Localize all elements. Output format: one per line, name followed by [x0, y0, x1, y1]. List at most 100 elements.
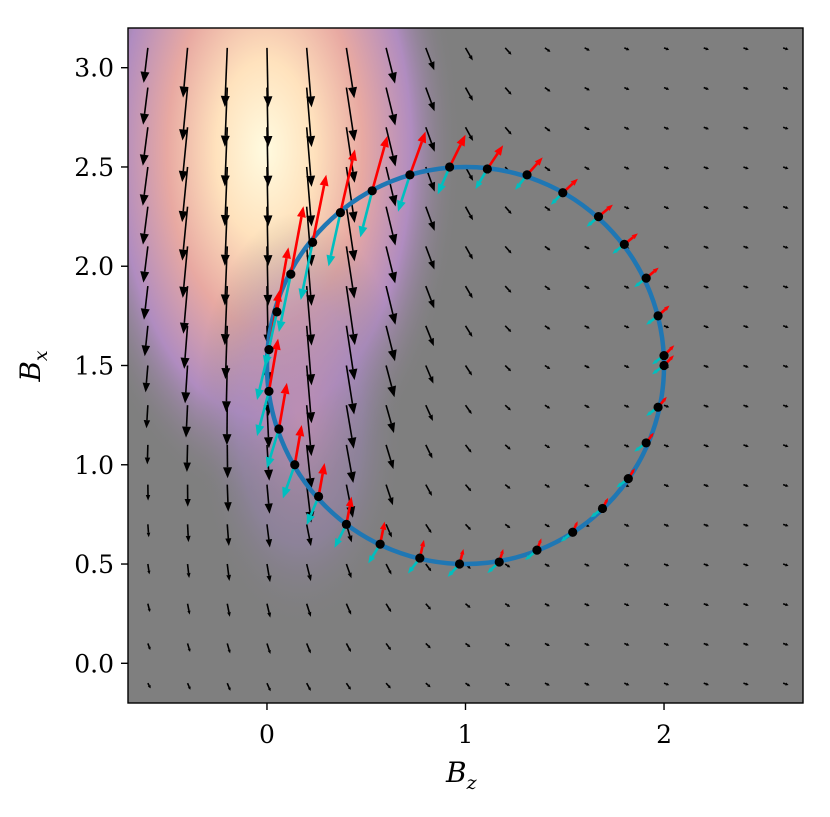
quiver-arrow — [178, 206, 189, 261]
circle-point — [415, 553, 425, 563]
quiver-arrow — [464, 523, 471, 530]
y-tick-label: 2.5 — [74, 153, 114, 182]
quiver-arrow — [584, 483, 590, 488]
quiver-arrow — [385, 444, 395, 470]
quiver-arrow — [263, 246, 273, 306]
circle-point — [482, 164, 492, 174]
quiver-arrow — [142, 365, 151, 393]
quiver-arrow — [743, 285, 749, 289]
y-axis-label: Bx — [14, 350, 52, 383]
quiver-arrow — [464, 365, 473, 376]
cyan-vector — [265, 428, 281, 469]
quiver-arrow — [624, 86, 630, 91]
quiver-arrow — [703, 364, 709, 368]
quiver-arrow — [186, 643, 191, 652]
quiver-arrow — [143, 405, 151, 429]
quiver-arrow — [186, 563, 191, 579]
quiver-arrow — [504, 444, 511, 450]
quiver-arrow — [464, 285, 473, 299]
quiver-arrow — [584, 364, 590, 369]
quiver-arrow — [266, 682, 271, 692]
quiver-arrow — [264, 484, 273, 514]
quiver-arrow — [504, 285, 512, 293]
quiver-arrow — [464, 47, 473, 61]
quiver-arrow — [385, 603, 392, 613]
y-tick-label: 0.0 — [74, 649, 114, 678]
quiver-arrow — [221, 325, 231, 380]
quiver-arrow — [305, 246, 316, 306]
quiver-arrow — [624, 523, 630, 527]
quiver-arrow — [425, 126, 436, 152]
quiver-arrow — [782, 364, 789, 368]
quiver-arrow — [544, 523, 550, 528]
y-tick-label: 2.0 — [74, 252, 114, 281]
quiver-arrow — [220, 87, 230, 147]
circle-point — [597, 503, 608, 514]
quiver-arrow — [782, 523, 789, 527]
quiver-arrow — [584, 682, 590, 686]
quiver-arrow — [782, 444, 789, 448]
quiver-arrow — [140, 87, 149, 125]
circle-point — [272, 307, 282, 317]
quiver-arrow — [305, 166, 316, 227]
quiver-arrow — [782, 602, 789, 607]
x-axis: 0 1 2 — [259, 703, 672, 749]
quiver-arrow — [624, 166, 630, 170]
quiver-arrow — [782, 205, 789, 210]
quiver-arrow — [464, 325, 473, 338]
x-tick-label: 0 — [259, 720, 275, 749]
quiver-arrow — [703, 166, 709, 170]
quiver-arrow — [782, 404, 789, 408]
circle-point — [659, 360, 669, 371]
quiver-arrow — [263, 127, 273, 187]
cyan-vector — [255, 390, 271, 437]
circle-point — [454, 559, 465, 569]
circle-point — [522, 170, 532, 180]
circle-point — [653, 402, 663, 412]
quiver-arrow — [220, 246, 230, 306]
quiver-arrow — [663, 86, 670, 90]
quiver-arrow — [345, 285, 358, 346]
quiver-arrow — [263, 166, 273, 227]
quiver-arrow — [544, 285, 551, 291]
quiver-arrow — [544, 483, 551, 488]
quiver-arrow — [782, 325, 789, 329]
circle-point — [445, 162, 455, 172]
quiver-arrow — [743, 166, 749, 170]
quiver-arrow — [180, 325, 190, 369]
quiver-arrow — [345, 47, 358, 99]
quiver-arrow — [624, 285, 630, 289]
quiver-arrow — [743, 126, 749, 130]
x-tick-label: 2 — [656, 720, 672, 749]
quiver-arrow — [663, 682, 670, 686]
quiver-arrow — [584, 603, 590, 607]
quiver-arrow — [743, 47, 749, 51]
quiver-arrow — [141, 325, 151, 357]
quiver-arrow — [266, 563, 272, 583]
quiver-arrow — [425, 404, 433, 421]
quiver-arrow — [584, 245, 590, 250]
quiver-arrow — [179, 286, 189, 334]
circle-point — [641, 438, 651, 448]
circle-point — [653, 311, 663, 321]
quiver-arrow — [425, 47, 435, 71]
circle-point — [558, 188, 568, 198]
quiver-arrow — [425, 246, 435, 270]
quiver-arrow — [464, 444, 472, 453]
quiver-arrow — [663, 205, 670, 210]
quiver-arrow — [182, 405, 192, 438]
quiver-arrow — [305, 405, 315, 457]
circle-point — [593, 212, 604, 222]
quiver-arrow — [179, 246, 189, 298]
quiver-arrow — [464, 206, 474, 221]
circle-point — [641, 273, 651, 283]
circle-point — [264, 345, 274, 355]
y-tick-label: 1.0 — [74, 451, 114, 480]
quiver-arrow — [584, 86, 590, 91]
quiver-arrow — [263, 87, 273, 148]
quiver-arrow — [178, 166, 189, 223]
quiver-arrow — [385, 246, 397, 284]
quiver-arrow — [584, 404, 590, 408]
circle-point — [623, 474, 633, 484]
quiver-arrow — [703, 47, 709, 51]
